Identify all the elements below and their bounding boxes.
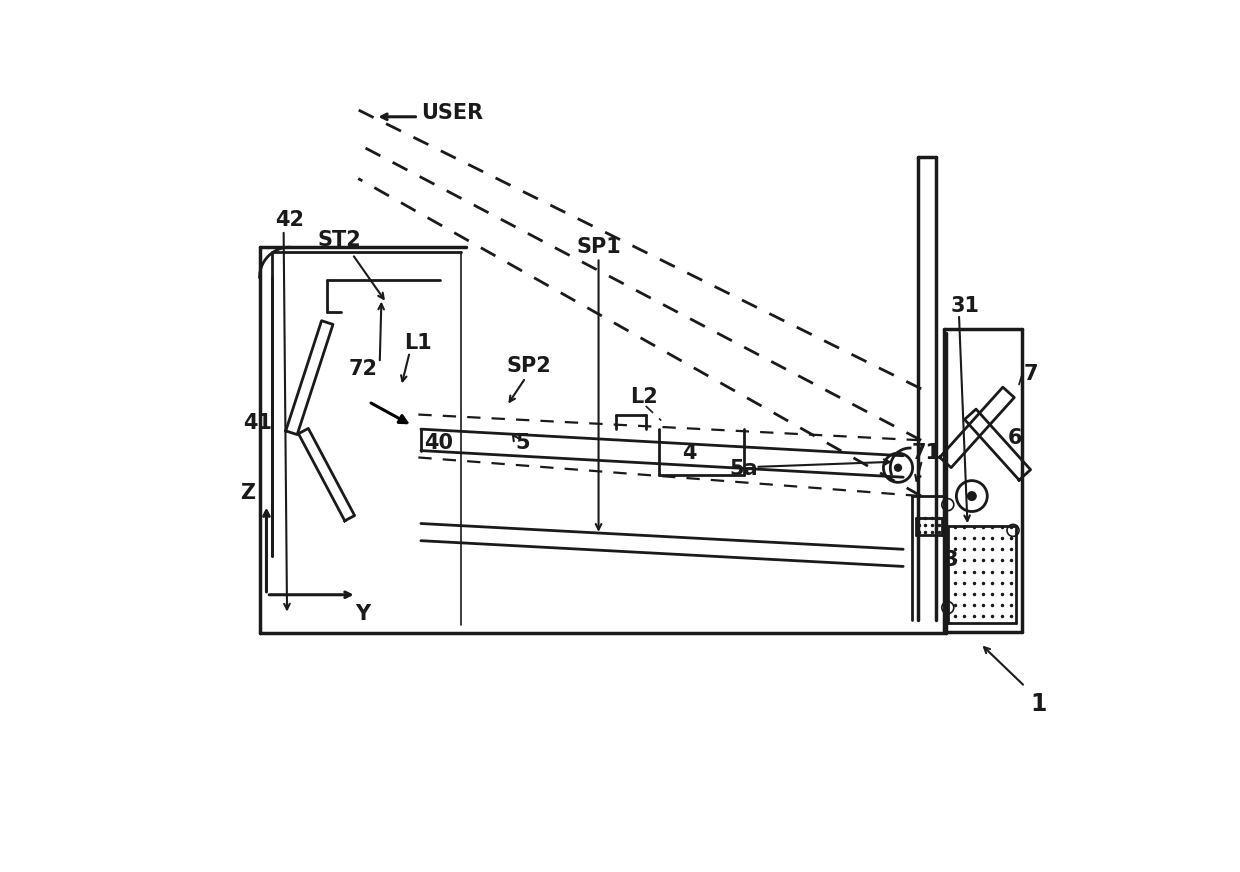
Text: 71: 71 <box>911 443 941 463</box>
Text: SP2: SP2 <box>507 356 552 376</box>
Text: SP1: SP1 <box>577 237 621 257</box>
Text: 3: 3 <box>944 550 959 570</box>
Text: L1: L1 <box>404 333 432 353</box>
Text: ST2: ST2 <box>317 230 362 250</box>
Text: 5a: 5a <box>730 459 759 479</box>
Text: 4: 4 <box>682 443 697 463</box>
Text: 5: 5 <box>516 433 529 453</box>
Text: 6: 6 <box>1008 428 1022 447</box>
Text: Y: Y <box>355 603 370 623</box>
Text: 41: 41 <box>243 413 273 433</box>
Text: 7: 7 <box>1023 364 1038 385</box>
Text: 40: 40 <box>424 433 454 453</box>
Text: 31: 31 <box>950 296 980 316</box>
Text: L2: L2 <box>630 387 658 407</box>
Text: Z: Z <box>241 483 255 503</box>
Text: 72: 72 <box>348 359 378 379</box>
Text: 42: 42 <box>275 210 304 229</box>
Text: USER: USER <box>420 104 484 123</box>
Circle shape <box>894 464 901 471</box>
Text: 1: 1 <box>1030 691 1047 716</box>
Circle shape <box>967 492 976 501</box>
